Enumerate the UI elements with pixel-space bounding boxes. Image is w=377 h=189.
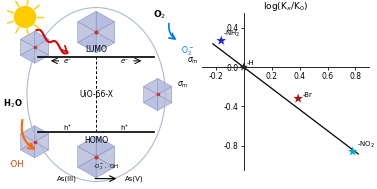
Circle shape <box>14 7 35 27</box>
Polygon shape <box>158 78 172 94</box>
Point <box>218 39 224 42</box>
Point <box>241 66 247 69</box>
Polygon shape <box>35 39 49 55</box>
Polygon shape <box>35 31 49 47</box>
Text: H$_2$O: H$_2$O <box>3 98 23 110</box>
Polygon shape <box>78 11 115 53</box>
Polygon shape <box>144 94 158 111</box>
Text: h⁺: h⁺ <box>121 125 129 131</box>
Polygon shape <box>20 31 49 63</box>
Text: ·OH: ·OH <box>8 160 23 169</box>
Polygon shape <box>20 47 35 63</box>
Polygon shape <box>158 86 172 102</box>
Polygon shape <box>96 136 115 157</box>
Polygon shape <box>20 126 49 158</box>
Polygon shape <box>96 146 115 167</box>
Polygon shape <box>35 47 49 63</box>
Polygon shape <box>78 136 115 178</box>
Polygon shape <box>20 39 35 55</box>
Text: UiO-66-X: UiO-66-X <box>79 90 113 99</box>
Text: ·O$_2^-$, ·OH: ·O$_2^-$, ·OH <box>93 163 119 172</box>
Polygon shape <box>158 94 172 111</box>
Text: $\sigma_m$: $\sigma_m$ <box>187 55 199 66</box>
Polygon shape <box>20 126 35 142</box>
Text: O$_2$: O$_2$ <box>153 9 166 21</box>
Text: LUMO: LUMO <box>85 45 107 54</box>
Polygon shape <box>96 157 115 178</box>
Text: HOMO: HOMO <box>84 136 108 145</box>
Polygon shape <box>96 32 115 53</box>
Polygon shape <box>35 142 49 158</box>
Text: h⁺: h⁺ <box>63 125 71 131</box>
Text: e⁻: e⁻ <box>63 58 71 64</box>
Polygon shape <box>20 142 35 158</box>
Text: As(V): As(V) <box>125 175 144 182</box>
Polygon shape <box>96 22 115 43</box>
Text: -NO$_2$: -NO$_2$ <box>357 140 375 150</box>
Polygon shape <box>78 157 96 178</box>
Polygon shape <box>144 86 158 102</box>
Polygon shape <box>20 31 35 47</box>
Polygon shape <box>78 32 96 53</box>
Polygon shape <box>20 134 35 150</box>
Polygon shape <box>78 136 96 157</box>
Polygon shape <box>78 11 96 32</box>
Text: -Br: -Br <box>302 91 312 98</box>
Text: -NH$_2$: -NH$_2$ <box>223 29 240 39</box>
Polygon shape <box>78 22 96 43</box>
Polygon shape <box>78 146 96 167</box>
Polygon shape <box>35 134 49 150</box>
Polygon shape <box>35 126 49 142</box>
Point <box>349 150 356 153</box>
Text: ·O$_2^-$: ·O$_2^-$ <box>179 44 194 58</box>
Text: -H: -H <box>247 60 254 66</box>
Polygon shape <box>144 78 158 94</box>
Text: As(III): As(III) <box>57 175 77 182</box>
Title: log(K$_x$/K$_0$): log(K$_x$/K$_0$) <box>263 0 308 13</box>
Text: $\sigma_m$: $\sigma_m$ <box>177 80 188 90</box>
Polygon shape <box>144 78 172 111</box>
Polygon shape <box>96 11 115 32</box>
Text: e⁻: e⁻ <box>121 58 129 64</box>
Point <box>295 97 301 100</box>
